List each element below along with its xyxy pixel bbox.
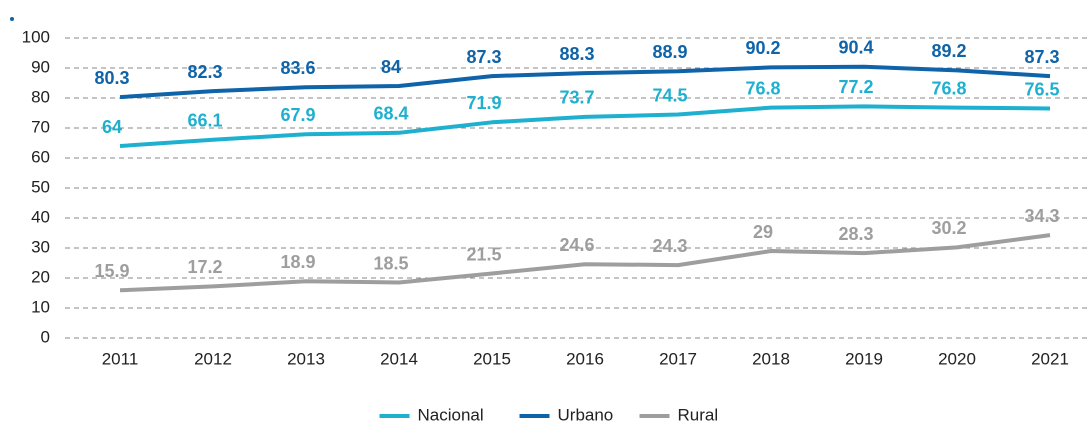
x-tick-label: 2016 [566, 349, 604, 368]
data-label: 15.9 [94, 261, 129, 281]
x-tick-label: 2014 [380, 349, 418, 368]
y-tick-label: 0 [41, 327, 50, 346]
y-tick-label: 80 [31, 87, 50, 106]
legend: Nacional Urbano Rural [379, 405, 719, 424]
y-tick-label: 40 [31, 207, 50, 226]
y-tick-label: 60 [31, 147, 50, 166]
data-label: 90.2 [745, 38, 780, 58]
data-label: 74.5 [652, 85, 687, 105]
data-label: 84 [381, 57, 401, 77]
data-label: 29 [753, 222, 773, 242]
data-label: 87.3 [1024, 47, 1059, 67]
data-label: 82.3 [187, 62, 222, 82]
data-label: 76.5 [1024, 79, 1059, 99]
x-tick-label: 2017 [659, 349, 697, 368]
data-label: 67.9 [280, 105, 315, 125]
x-tick-label: 2018 [752, 349, 790, 368]
y-tick-label: 30 [31, 237, 50, 256]
legend-label: Urbano [558, 405, 614, 424]
data-label: 21.5 [466, 244, 501, 264]
data-label: 17.2 [187, 257, 222, 277]
data-label: 88.9 [652, 42, 687, 62]
data-label: 71.9 [466, 93, 501, 113]
y-tick-label: 20 [31, 267, 50, 286]
x-tick-label: 2015 [473, 349, 511, 368]
data-label: 90.4 [838, 38, 873, 58]
data-label: 18.5 [373, 253, 408, 273]
x-tick-label: 2020 [938, 349, 976, 368]
y-tick-label: 10 [31, 297, 50, 316]
x-tick-label: 2013 [287, 349, 325, 368]
data-label: 87.3 [466, 47, 501, 67]
data-label: 34.3 [1024, 206, 1059, 226]
series-line [119, 104, 1051, 148]
data-label: 24.6 [559, 235, 594, 255]
data-label: 89.2 [931, 41, 966, 61]
data-label: 73.7 [559, 88, 594, 108]
y-tick-label: 70 [31, 117, 50, 136]
data-label: 18.9 [280, 252, 315, 272]
data-label: 66.1 [187, 110, 222, 130]
data-label: 24.3 [652, 236, 687, 256]
series-line [119, 233, 1051, 293]
y-tick-label: 100 [22, 27, 50, 46]
data-label: 83.6 [280, 58, 315, 78]
x-tick-label: 2021 [1031, 349, 1069, 368]
data-label: 80.3 [94, 68, 129, 88]
x-tick-label: 2011 [102, 349, 139, 368]
data-label: 76.8 [745, 78, 780, 98]
data-label: 88.3 [559, 44, 594, 64]
data-label: 30.2 [931, 218, 966, 238]
x-tick-label: 2012 [194, 349, 232, 368]
data-label: 68.4 [373, 104, 408, 124]
y-tick-label: 90 [31, 57, 50, 76]
data-label: 76.8 [931, 78, 966, 98]
legend-label: Nacional [418, 405, 484, 424]
decor-dot [10, 17, 14, 21]
x-tick-label: 2019 [845, 349, 883, 368]
legend-label: Rural [678, 405, 719, 424]
series-line [119, 64, 1051, 100]
data-label: 28.3 [838, 224, 873, 244]
data-label: 77.2 [838, 77, 873, 97]
y-tick-label: 50 [31, 177, 50, 196]
data-label: 64 [102, 117, 122, 137]
